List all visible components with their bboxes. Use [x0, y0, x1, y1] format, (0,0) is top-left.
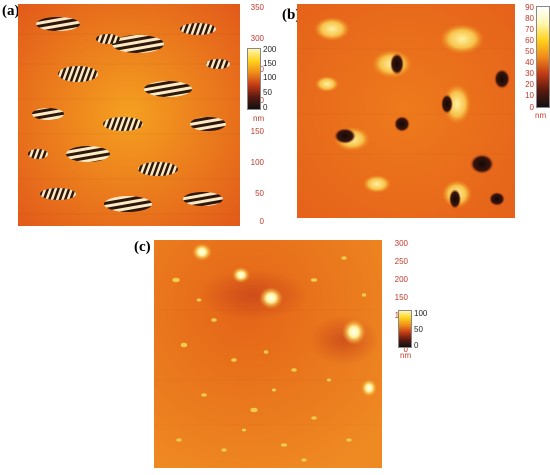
panel-c-unit: nm — [400, 351, 412, 360]
panel-b-scale-tick: 90 — [525, 3, 534, 12]
panel-c-scale-tick: 200 — [394, 275, 408, 284]
panel-a-colorbar — [247, 48, 261, 110]
panel-b-scale-axis: 90 80 70 60 50 40 30 20 10 0 — [520, 4, 534, 114]
panel-a-unit: nm — [253, 114, 265, 123]
panel-b-scale-tick: 20 — [525, 80, 534, 89]
panel-b-scale-tick: 50 — [525, 47, 534, 56]
panel-a-scale-tick: 0 — [259, 217, 264, 226]
panel-c-colorbar-tick: 50 — [414, 325, 423, 334]
panel-a-label: (a) — [2, 3, 20, 19]
panel-b-label: (b) — [282, 7, 301, 23]
panel-a-scale-tick: 150 — [250, 127, 264, 136]
panel-b-scale-tick: 60 — [525, 36, 534, 45]
panel-c-colorbar-tick: 100 — [414, 309, 428, 318]
panel-c-colorbar — [398, 310, 412, 348]
panel-a-scale-tick: 100 — [250, 158, 264, 167]
panel-c-scale-tick: 0 — [403, 345, 408, 354]
panel-b-scale-tick: 30 — [525, 69, 534, 78]
panel-c-label: (c) — [134, 239, 151, 255]
panel-a-scale-tick: 350 — [250, 3, 264, 12]
panel-a-colorbar-tick: 50 — [263, 88, 272, 97]
panel-b-scale-tick: 40 — [525, 58, 534, 67]
panel-a-colorbar-tick: 0 — [263, 103, 268, 112]
panel-a-scale-tick: 50 — [255, 189, 264, 198]
panel-a-afm-image — [18, 4, 240, 226]
panel-b-scale-tick: 80 — [525, 14, 534, 23]
panel-b-scale-tick: 70 — [525, 25, 534, 34]
panel-b-unit: nm — [535, 111, 547, 120]
panel-a-colorbar-tick: 100 — [263, 73, 277, 82]
panel-c-afm-image — [154, 240, 382, 468]
panel-c-colorbar-tick: 0 — [414, 341, 419, 350]
panel-b-colorbar — [536, 6, 550, 108]
panel-a-colorbar-tick: 200 — [263, 45, 277, 54]
panel-c-scale-tick: 250 — [394, 257, 408, 266]
panel-c-scale-tick: 150 — [394, 293, 408, 302]
panel-a-scale-tick: 300 — [250, 34, 264, 43]
panel-c-scale-tick: 300 — [394, 239, 408, 248]
panel-b-scale-tick: 0 — [529, 103, 534, 112]
panel-b-scale-tick: 10 — [525, 91, 534, 100]
panel-a-colorbar-tick: 150 — [263, 59, 277, 68]
panel-b-afm-image — [297, 4, 515, 218]
